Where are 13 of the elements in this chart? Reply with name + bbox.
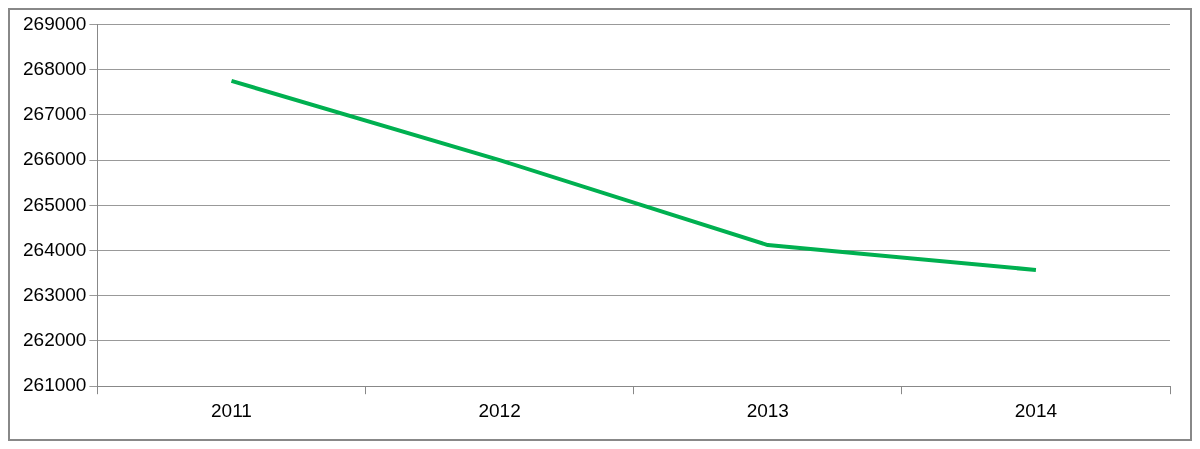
x-tick-label: 2012: [478, 399, 521, 421]
x-tick-label: 2014: [1014, 399, 1058, 421]
y-tick-label: 267000: [23, 103, 87, 125]
y-tick-label: 265000: [23, 193, 87, 215]
x-tick-label: 2011: [211, 399, 252, 421]
y-tick-label: 263000: [23, 283, 87, 305]
y-tick-label: 261000: [23, 374, 87, 396]
y-tick-label: 262000: [23, 329, 87, 351]
y-tick-label: 264000: [23, 238, 87, 260]
x-tick-label: 2013: [746, 399, 789, 421]
y-tick-label: 268000: [23, 57, 87, 79]
y-tick-label: 269000: [23, 12, 87, 34]
y-tick-label: 266000: [23, 148, 87, 170]
